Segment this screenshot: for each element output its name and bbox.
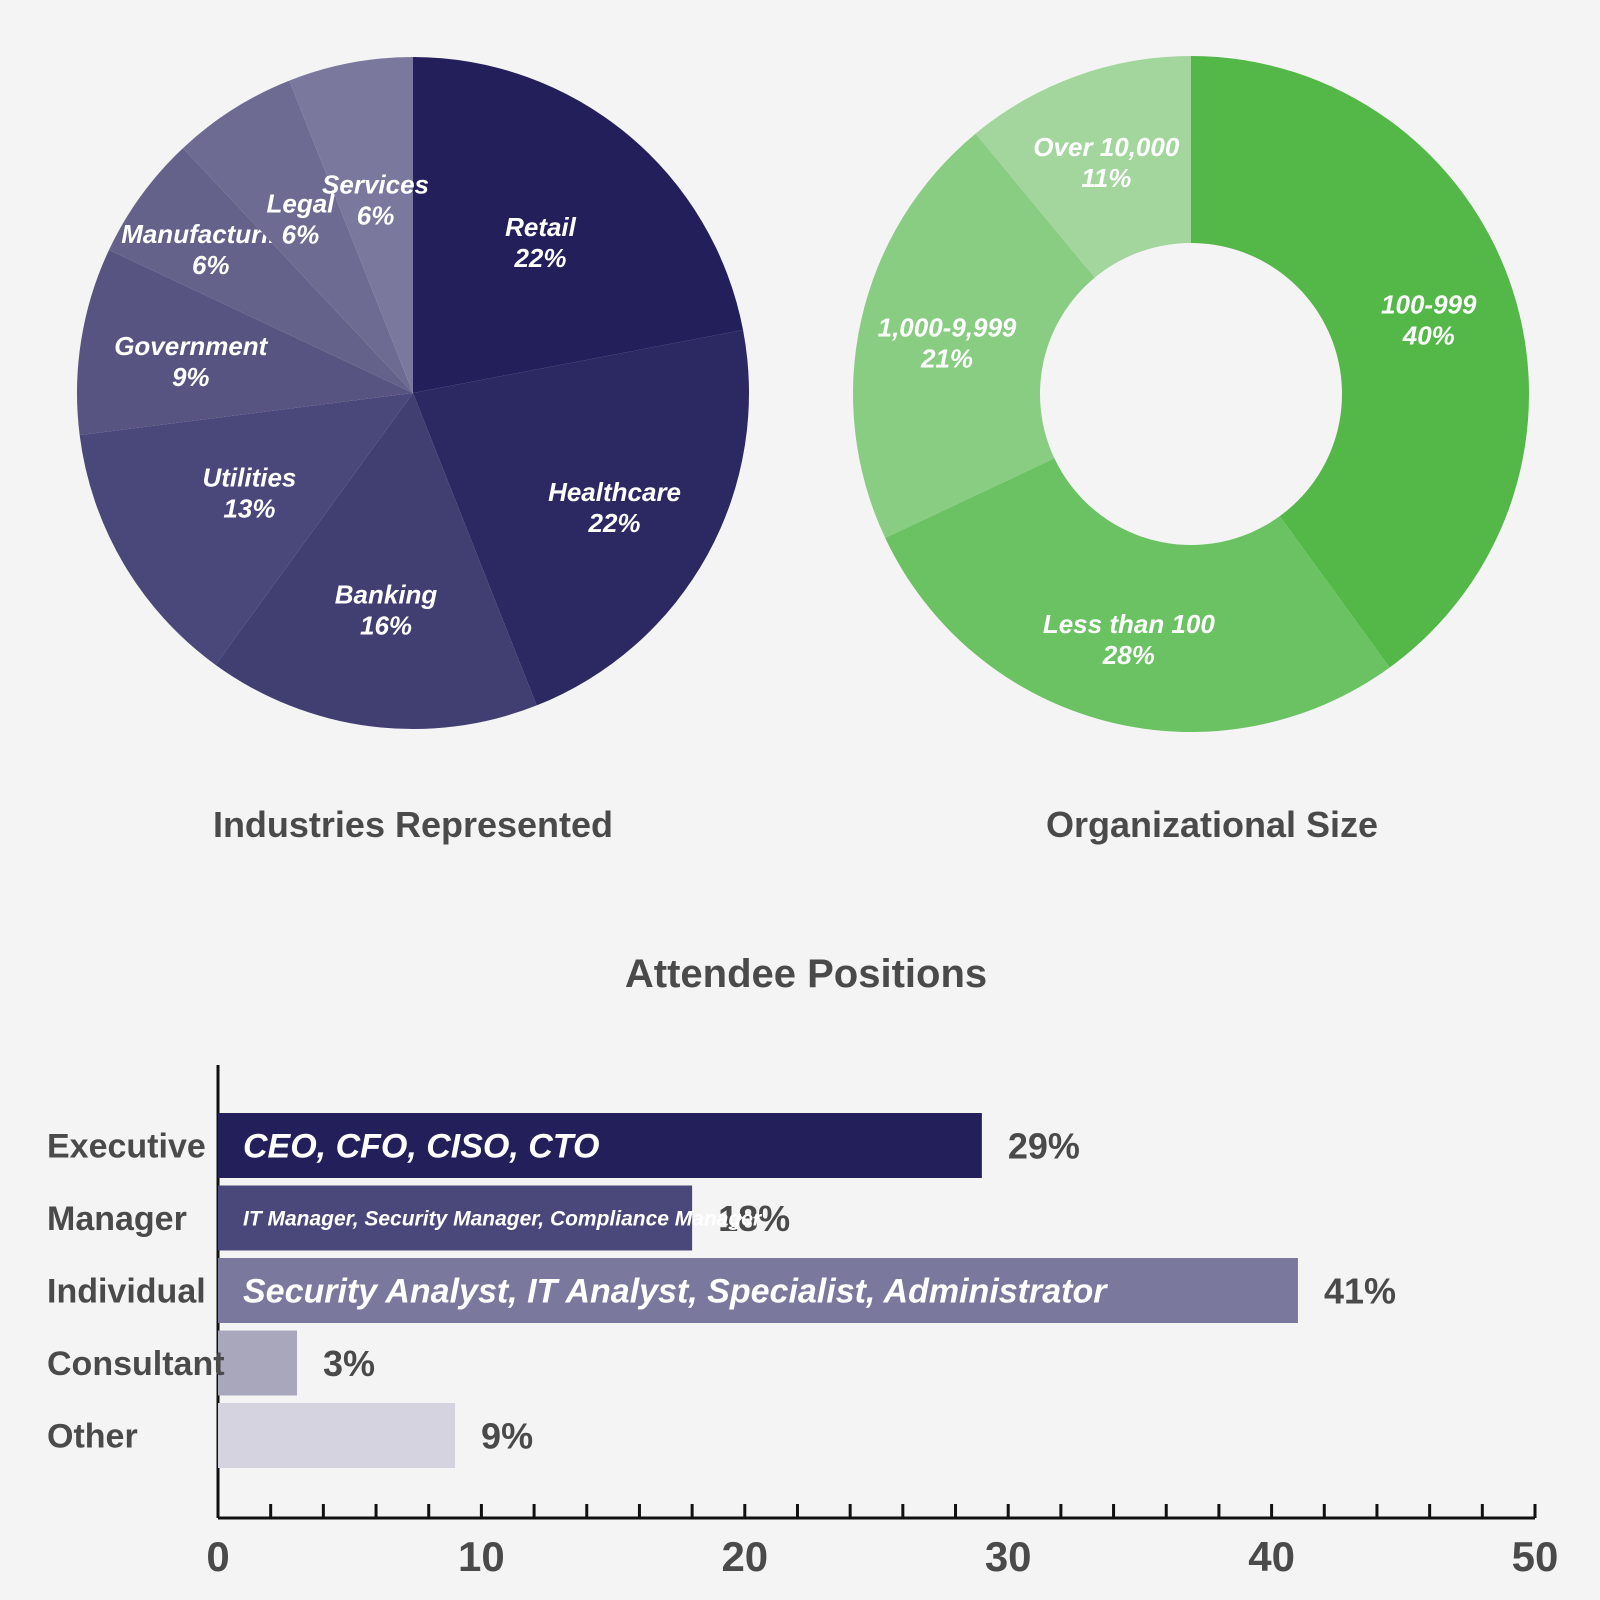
category-label-consultant: Consultant [47,1345,225,1383]
industries-slice-value-services: 6% [357,201,395,231]
industries-slice-value-retail: 22% [513,243,566,273]
category-label-individual: Individual [47,1273,206,1311]
industries-slice-value-utilities: 13% [223,494,275,524]
industries-slice-retail [413,57,744,393]
x-tick-label-10: 10 [458,1533,505,1580]
bar-executive [218,1113,982,1178]
value-label-executive: 29% [1008,1126,1080,1167]
value-label-consultant: 3% [323,1343,375,1384]
industries-slice-value-healthcare: 22% [588,508,641,538]
org-size-slice-100-999 [1191,56,1529,668]
industries-chart-title: Industries Represented [213,804,613,845]
bar-text-individual: Security Analyst, IT Analyst, Specialist… [243,1273,1108,1311]
value-label-manager: 18% [718,1198,790,1239]
industries-slice-value-banking: 16% [360,610,412,640]
industries-slice-label-legal: Legal [267,189,336,219]
bar-text-executive: CEO, CFO, CISO, CTO [243,1128,599,1166]
category-label-manager: Manager [47,1200,187,1238]
industries-slice-label-healthcare: Healthcare [548,477,681,507]
industries-slice-value-manufacturing: 6% [192,250,230,280]
org-size-slice-value-100-999: 40% [1402,321,1455,351]
x-tick-label-40: 40 [1248,1533,1295,1580]
industries-slice-value-government: 9% [172,362,210,392]
industries-slice-legal [182,80,413,394]
industries-slice-label-banking: Banking [335,579,438,609]
bar-consultant [218,1330,298,1396]
org-size-slice-less-than-100 [885,458,1390,733]
value-label-individual: 41% [1324,1271,1396,1312]
x-tick-label-50: 50 [1512,1533,1559,1580]
org-size-slice-label-over-10-000: Over 10,000 [1033,132,1180,162]
industries-slice-government [76,249,413,436]
industries-slice-utilities [79,393,413,665]
industries-slice-label-utilities: Utilities [202,463,296,493]
org-size-slice-value-less-than-100: 28% [1102,640,1155,670]
org-size-slice-over-10-000 [975,55,1191,278]
x-tick-label-20: 20 [721,1533,768,1580]
category-label-executive: Executive [47,1128,206,1166]
bar-other [218,1403,456,1468]
industries-slice-banking [215,393,537,729]
org-size-slice-label-1-000-9-999: 1,000-9,999 [878,312,1017,342]
industries-slice-manufacturing [108,148,413,393]
x-tick-label-30: 30 [985,1533,1032,1580]
bar-text-manager: IT Manager, Security Manager, Compliance… [243,1208,763,1231]
industries-slice-label-services: Services [322,170,429,200]
org-size-slice-1-000-9-999 [853,133,1095,538]
x-tick-label-0: 0 [206,1533,229,1580]
bar-manager [218,1185,693,1251]
org-size-slice-value-1-000-9-999: 21% [920,343,973,373]
industries-slice-value-legal: 6% [282,220,320,250]
industries-slice-healthcare [413,330,749,706]
bar-individual [218,1258,1298,1323]
industries-pie-chart: Retail22%Healthcare22%Banking16%Utilitie… [76,57,749,729]
org-size-slice-label-less-than-100: Less than 100 [1043,609,1216,639]
value-label-other: 9% [481,1416,533,1457]
industries-slice-label-government: Government [114,331,268,361]
attendee-positions-bar-chart: 0 10 20 30 40 50 Executive 29% CEO, CFO, CISO, C… [47,1065,1558,1580]
industries-slice-label-retail: Retail [505,212,577,242]
org-size-slice-value-over-10-000: 11% [1081,163,1131,193]
org-size-slice-label-100-999: 100-999 [1381,290,1477,320]
industries-slice-services [289,57,413,393]
category-label-other: Other [47,1418,138,1456]
attendee-positions-chart-title: Attendee Positions [625,952,987,996]
organizational-size-chart-title: Organizational Size [1046,804,1378,845]
